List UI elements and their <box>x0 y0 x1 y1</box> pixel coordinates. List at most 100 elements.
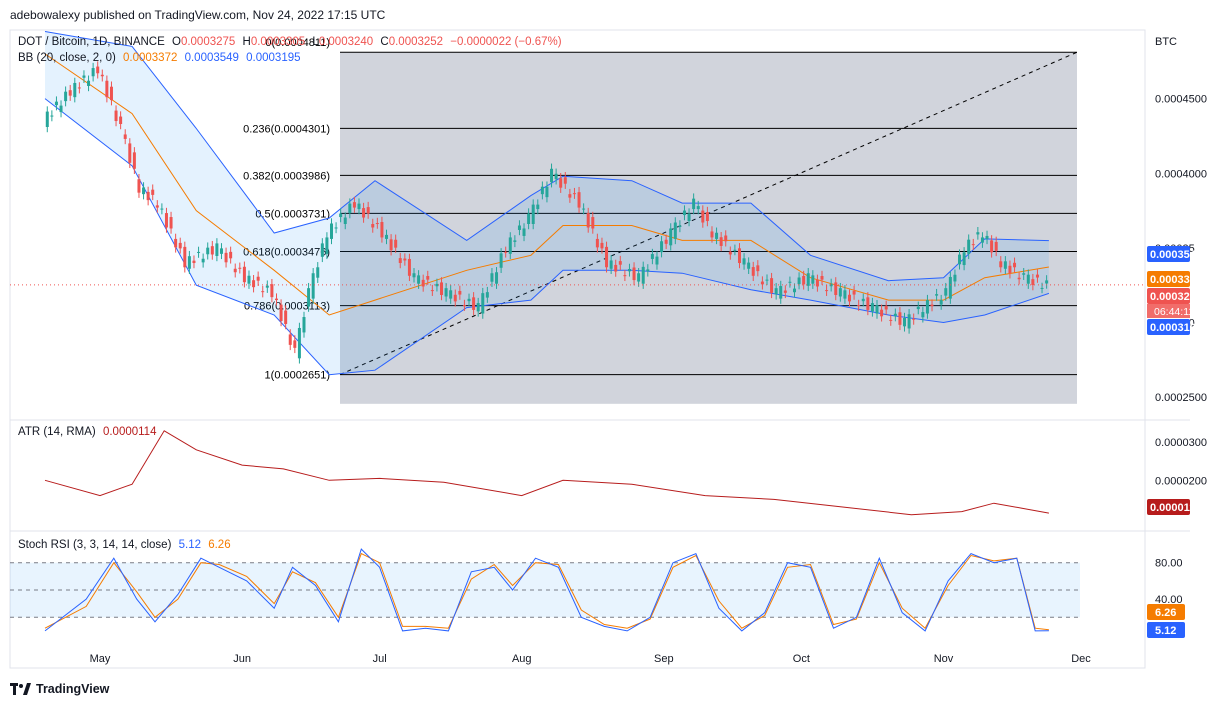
candle-body <box>440 282 444 295</box>
fib-background <box>340 52 1077 404</box>
candle-body <box>815 279 819 287</box>
time-tick-label: Aug <box>512 653 532 665</box>
bb-title: BB (20, close, 2, 0) <box>18 52 116 64</box>
atr-title: ATR (14, RMA) <box>18 426 96 438</box>
candle-body <box>884 305 888 310</box>
candle-body <box>73 82 77 98</box>
candle-body <box>77 87 81 89</box>
candle-body <box>843 290 847 299</box>
candle-body <box>866 297 870 310</box>
candle-body <box>192 260 196 264</box>
price-change: −0.0000022 (−0.67%) <box>450 36 562 48</box>
candle-body <box>334 227 338 229</box>
candle-body <box>270 284 274 298</box>
candle-body <box>45 111 49 127</box>
candle-body <box>568 194 572 198</box>
candle-body <box>673 222 677 239</box>
time-tick-label: May <box>90 653 111 665</box>
candle-body <box>82 75 86 78</box>
candle-body <box>806 273 810 286</box>
candle-body <box>632 267 636 281</box>
stoch-tick-label: 80.00 <box>1155 558 1183 570</box>
currency-label: BTC <box>1155 36 1177 48</box>
candle-body <box>100 74 104 77</box>
time-tick-label: Dec <box>1071 653 1091 665</box>
price-tick-label: 0.0002500 <box>1155 392 1207 404</box>
candle-body <box>151 189 155 195</box>
candle-body <box>792 288 796 293</box>
candle-body <box>563 177 567 184</box>
candle-body <box>109 86 113 101</box>
fib-label-0: 0(0.0004811) <box>265 37 330 49</box>
publisher-line: adebowalexy published on TradingView.com… <box>10 8 386 22</box>
candle-body <box>174 238 178 248</box>
bb-upper-value: 0.0003549 <box>184 52 239 64</box>
candle-body <box>848 294 852 302</box>
candle-body <box>371 224 375 228</box>
candle-body <box>307 288 311 307</box>
candle-body <box>224 252 228 263</box>
candle-body <box>1017 277 1021 280</box>
price-badge-lower: 0.0003195 <box>1150 322 1202 334</box>
symbol-legend[interactable]: DOT / Bitcoin, 1D, BINANCE O0.0003275 H0… <box>18 36 566 48</box>
bb-basis-value: 0.0003372 <box>123 52 178 64</box>
candle-body <box>770 278 774 293</box>
candle-body <box>311 273 315 299</box>
candle-body <box>105 80 109 98</box>
tradingview-logo[interactable]: TradingView <box>10 682 109 696</box>
candle-body <box>742 258 746 265</box>
price-badge-lower-bg <box>1147 319 1190 335</box>
candle-body <box>962 252 966 266</box>
candle-body <box>820 276 824 280</box>
candle-body <box>123 134 127 139</box>
candle-body <box>366 207 370 214</box>
candle-body <box>724 235 728 242</box>
candle-body <box>201 258 205 263</box>
candle-body <box>495 272 499 284</box>
candle-body <box>641 266 645 284</box>
candle-body <box>650 254 654 259</box>
candle-body <box>325 237 329 254</box>
candle-body <box>550 168 554 183</box>
candle-body <box>536 204 540 210</box>
ohlc-low: L0.0003240 <box>312 36 374 48</box>
candle-body <box>169 217 173 229</box>
candle-body <box>183 246 187 268</box>
candle-body <box>426 276 430 280</box>
candle-body <box>219 248 223 254</box>
candle-body <box>577 192 581 208</box>
candle-body <box>256 276 260 281</box>
candle-body <box>297 327 301 359</box>
stoch-legend[interactable]: Stoch RSI (3, 3, 14, 14, close) 5.12 6.2… <box>18 539 235 551</box>
candle-body <box>870 303 874 312</box>
atr-pane <box>44 430 1049 516</box>
candle-body <box>825 290 829 292</box>
atr-legend[interactable]: ATR (14, RMA) 0.0000114 <box>18 426 160 438</box>
candle-body <box>462 305 466 307</box>
candle-body <box>233 268 237 273</box>
candle-body <box>407 258 411 276</box>
price-badge-mid: 0.0003372 <box>1150 274 1202 286</box>
candle-body <box>852 290 856 295</box>
candle-body <box>930 304 934 307</box>
bb-legend[interactable]: BB (20, close, 2, 0) 0.0003372 0.0003549… <box>18 52 305 64</box>
ohlc-open: O0.0003275 <box>171 36 236 48</box>
tradingview-logo-icon <box>10 683 31 695</box>
candle-body <box>682 210 686 216</box>
price-tick-label: 0.0004500 <box>1155 94 1207 106</box>
candle-body <box>137 179 141 193</box>
candle-body <box>646 269 650 272</box>
stoch-k-badge: 5.12 <box>1155 625 1176 637</box>
candle-body <box>834 282 838 295</box>
candle-body <box>921 312 925 318</box>
candle-body <box>453 294 457 302</box>
candle-body <box>545 186 549 198</box>
candle-body <box>435 283 439 287</box>
candle-body <box>916 306 920 310</box>
candle-body <box>747 262 751 269</box>
candle-body <box>458 290 462 295</box>
candle-body <box>481 293 485 314</box>
candle-body <box>329 223 333 239</box>
ohlc-close: C0.0003252 <box>380 36 444 48</box>
